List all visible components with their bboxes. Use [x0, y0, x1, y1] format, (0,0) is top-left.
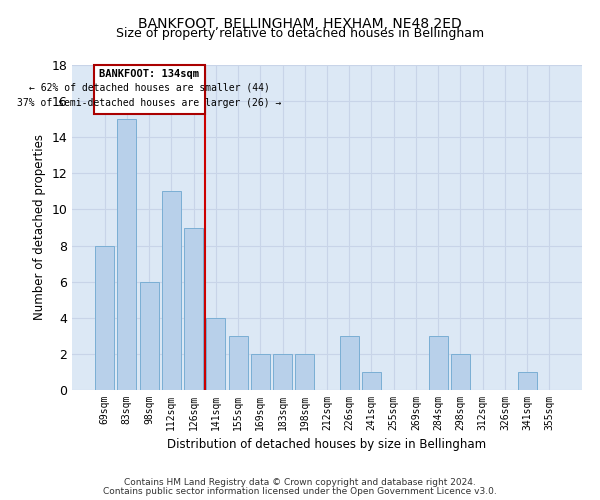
FancyBboxPatch shape: [94, 65, 205, 114]
Bar: [206, 318, 225, 390]
Bar: [95, 246, 114, 390]
Bar: [295, 354, 314, 390]
Bar: [362, 372, 381, 390]
Bar: [518, 372, 536, 390]
X-axis label: Distribution of detached houses by size in Bellingham: Distribution of detached houses by size …: [167, 438, 487, 452]
Bar: [184, 228, 203, 390]
Text: 37% of semi-detached houses are larger (26) →: 37% of semi-detached houses are larger (…: [17, 98, 281, 108]
Text: ← 62% of detached houses are smaller (44): ← 62% of detached houses are smaller (44…: [29, 82, 269, 92]
Bar: [429, 336, 448, 390]
Bar: [251, 354, 270, 390]
Bar: [229, 336, 248, 390]
Bar: [118, 119, 136, 390]
Bar: [140, 282, 158, 390]
Bar: [451, 354, 470, 390]
Y-axis label: Number of detached properties: Number of detached properties: [33, 134, 46, 320]
Bar: [162, 192, 181, 390]
Text: BANKFOOT, BELLINGHAM, HEXHAM, NE48 2ED: BANKFOOT, BELLINGHAM, HEXHAM, NE48 2ED: [138, 18, 462, 32]
Text: Contains public sector information licensed under the Open Government Licence v3: Contains public sector information licen…: [103, 486, 497, 496]
Text: Contains HM Land Registry data © Crown copyright and database right 2024.: Contains HM Land Registry data © Crown c…: [124, 478, 476, 487]
Text: BANKFOOT: 134sqm: BANKFOOT: 134sqm: [99, 69, 199, 79]
Bar: [340, 336, 359, 390]
Bar: [273, 354, 292, 390]
Text: Size of property relative to detached houses in Bellingham: Size of property relative to detached ho…: [116, 28, 484, 40]
